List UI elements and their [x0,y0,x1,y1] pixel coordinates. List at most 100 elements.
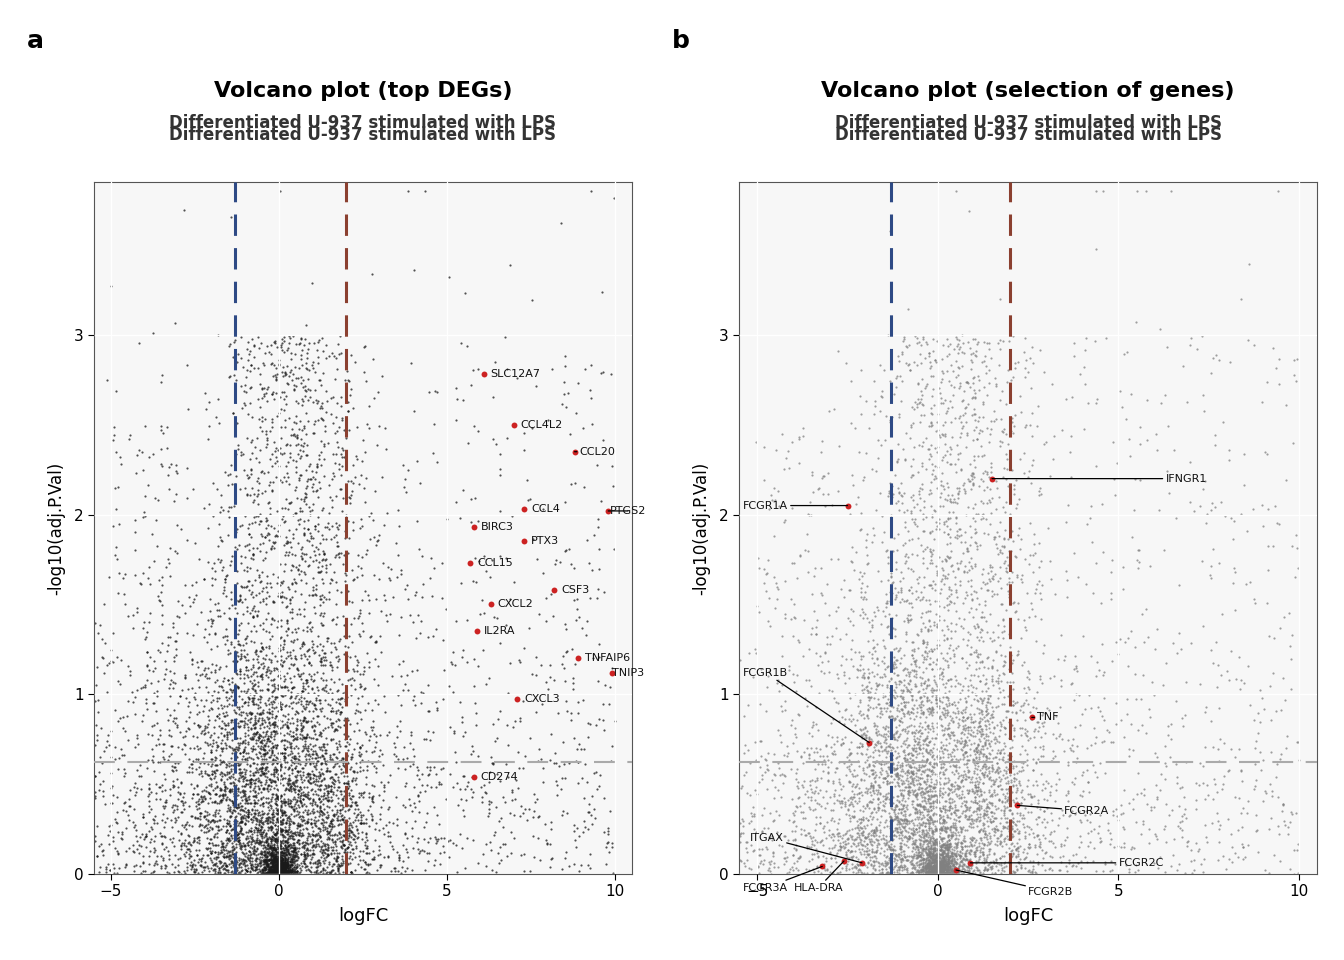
Point [93,596,114,612]
Point [855,820,876,835]
Point [259,866,281,881]
Point [251,640,273,656]
Point [913,543,934,559]
Point [281,761,302,777]
Point [759,830,781,846]
Point [986,630,1008,645]
Point [257,846,278,861]
Point [153,767,175,782]
Point [191,805,212,821]
Point [343,611,364,626]
Point [269,827,290,842]
Point [1013,820,1035,835]
Point [313,802,335,817]
Point [153,671,175,686]
Point [90,720,112,735]
Point [262,753,284,768]
Point [262,859,284,875]
Point [589,541,610,557]
Point [921,849,942,864]
Point [247,865,269,880]
Point [512,760,534,776]
Point [923,805,945,821]
Point [954,507,976,522]
Point [215,819,237,834]
Point [941,838,962,853]
Point [223,498,245,514]
Point [257,840,278,855]
Point [969,732,991,747]
Point [958,471,980,487]
Point [778,662,800,678]
Point [890,673,911,688]
Point [1020,350,1042,366]
Point [587,582,609,597]
Point [970,621,992,636]
Point [934,860,956,876]
Point [368,696,390,711]
Point [745,753,766,768]
Point [336,710,358,726]
Point [906,802,927,817]
Point [921,553,942,568]
Point [903,860,925,876]
Point [276,864,297,879]
Point [245,853,266,869]
Point [943,595,965,611]
Point [290,846,312,861]
Point [866,844,887,859]
Point [238,822,259,837]
Point [164,848,185,863]
Point [995,795,1016,810]
Point [289,788,310,804]
Text: Volcano plot (selection of genes): Volcano plot (selection of genes) [821,81,1235,101]
Point [954,809,976,825]
Point [1079,510,1101,525]
Point [950,573,972,588]
Point [840,849,862,864]
Point [922,858,943,874]
Point [243,825,265,840]
Point [1144,686,1165,702]
Point [280,853,301,869]
Point [266,781,288,797]
Point [942,742,964,757]
Point [930,855,952,871]
Point [351,567,372,583]
Point [917,836,938,852]
Point [880,565,902,581]
Point [960,600,981,615]
Point [887,437,909,452]
Point [300,776,321,791]
Point [1099,831,1121,847]
Point [597,824,618,839]
Point [190,692,211,708]
Point [894,514,915,529]
Point [241,357,262,372]
Point [325,410,347,425]
Point [933,812,954,828]
Point [810,561,832,576]
Point [267,771,289,786]
Point [956,851,977,866]
Point [935,836,957,852]
Point [241,462,262,477]
Point [231,517,253,533]
Point [857,828,879,844]
Point [856,734,878,750]
Point [351,807,372,823]
Point [789,431,810,446]
Point [314,822,336,837]
Point [320,818,341,833]
Point [913,397,934,413]
Point [966,758,988,774]
Point [856,810,878,826]
Point [1144,746,1165,761]
Point [246,824,267,839]
Point [991,827,1012,842]
Point [874,848,895,863]
Point [271,474,293,490]
Point [966,842,988,857]
Point [206,786,227,802]
Point [277,547,298,563]
